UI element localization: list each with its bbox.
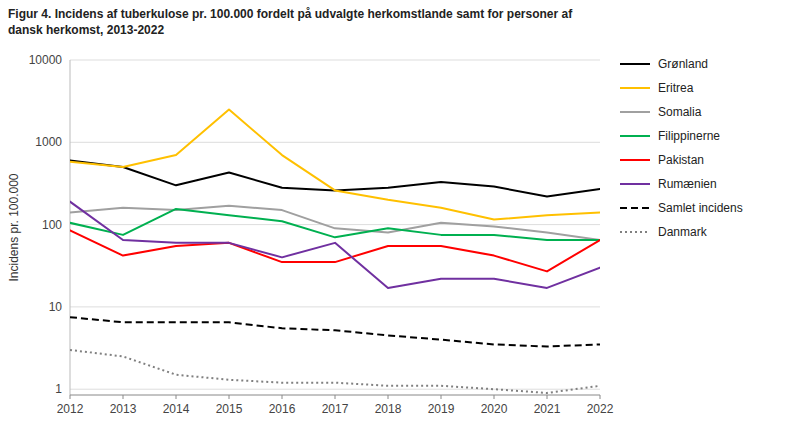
grid-line — [70, 389, 600, 390]
chart: Figur 4. Incidens af tuberkulose pr. 100… — [0, 0, 800, 438]
x-tick — [441, 395, 442, 399]
lines — [70, 110, 600, 393]
legend-swatch — [620, 111, 650, 113]
x-tick — [388, 395, 389, 399]
legend-label: Danmark — [658, 225, 708, 239]
y-tick-label: 1000 — [35, 135, 62, 149]
legend-swatch — [620, 87, 650, 89]
y-tick-label: 1 — [55, 382, 62, 396]
x-tick — [335, 395, 336, 399]
background — [0, 0, 800, 438]
x-tick-label: 2017 — [322, 402, 349, 416]
legend-swatch — [620, 159, 650, 161]
title: Figur 4. Incidens af tuberkulose pr. 100… — [8, 7, 573, 21]
x-tick-label: 2012 — [57, 402, 84, 416]
grid-line — [70, 224, 600, 225]
legend: Grønland Eritrea Somalia Filippinerne Pakist… — [620, 57, 743, 239]
series-line — [70, 350, 600, 393]
legend-label: Grønland — [658, 57, 708, 71]
x-tick-label: 2016 — [269, 402, 296, 416]
y-tick-label: 10 — [49, 300, 63, 314]
series-line — [70, 209, 600, 240]
grid-line — [70, 142, 600, 143]
y-tick-label: 10000 — [29, 53, 63, 67]
x-tick-label: 2013 — [110, 402, 137, 416]
series-line — [70, 317, 600, 346]
x-tick-label: 2021 — [534, 402, 561, 416]
x-tick — [70, 395, 71, 399]
series-line — [70, 202, 600, 288]
grid — [70, 60, 600, 389]
legend-label: Rumænien — [658, 177, 717, 191]
x-tick-label: 2019 — [428, 402, 455, 416]
x-tick-label: 2015 — [216, 402, 243, 416]
x-tick — [600, 395, 601, 399]
grid-line — [70, 60, 600, 61]
y-axis-line — [70, 60, 71, 395]
series-line — [70, 110, 600, 220]
x-tick-label: 2018 — [375, 402, 402, 416]
legend-label: Somalia — [658, 105, 702, 119]
x-tick-label: 2014 — [163, 402, 190, 416]
legend-swatch — [620, 207, 650, 209]
legend-label: Samlet incidens — [658, 201, 743, 215]
legend-label: Pakistan — [658, 153, 704, 167]
x-tick-label: 2020 — [481, 402, 508, 416]
legend-swatch — [620, 183, 650, 185]
x-tick — [176, 395, 177, 399]
x-tick — [282, 395, 283, 399]
legend-swatch — [620, 135, 650, 137]
y-axis-label: Incidens pr. 100.000 — [7, 173, 21, 281]
legend-swatch — [620, 63, 650, 65]
grid-line — [70, 306, 600, 307]
legend-swatch — [620, 231, 650, 233]
legend-label: Eritrea — [658, 81, 694, 95]
legend-label: Filippinerne — [658, 129, 720, 143]
subtitle: dansk herkomst, 2013-2022 — [8, 23, 164, 37]
x-tick — [123, 395, 124, 399]
x-tick — [494, 395, 495, 399]
x-tick-label: 2022 — [587, 402, 614, 416]
series-line — [70, 230, 600, 271]
x-tick — [547, 395, 548, 399]
y-tick-label: 100 — [42, 218, 62, 232]
series-line — [70, 206, 600, 240]
x-tick — [229, 395, 230, 399]
